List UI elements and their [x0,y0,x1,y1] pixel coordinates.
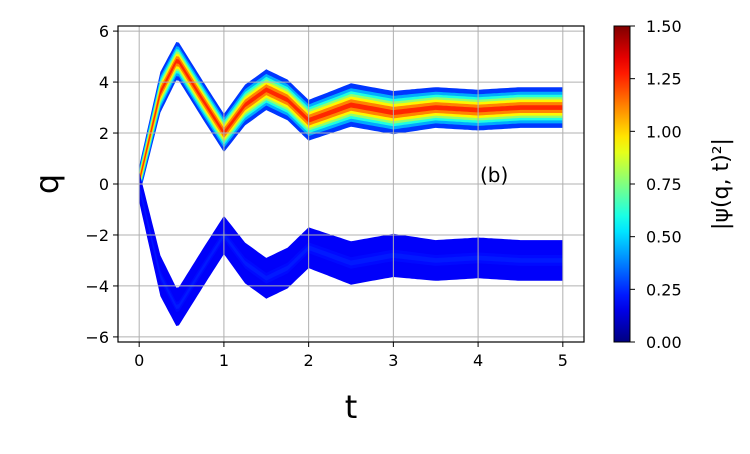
x-tick-label-5: 5 [558,351,568,370]
x-tick-label-4: 4 [473,351,483,370]
x-tick-label-2: 2 [304,351,314,370]
colorbar-tick-layer: 0.00 0.25 0.50 0.75 1.00 1.25 1.50 [630,17,682,352]
y-tick-label-6: −6 [85,328,109,347]
tick-layer: 0 1 2 3 4 5 6 4 2 0 −2 −4 −6 [85,22,568,370]
density-level-upper-1 [139,46,563,194]
grid-layer [118,26,584,342]
density-level-lower-5 [139,182,563,312]
colorbar-tick-label-6: 1.50 [646,17,682,36]
y-tick-label-3: 0 [99,175,109,194]
colorbar-tick-label-5: 1.25 [646,70,682,89]
x-tick-label-3: 3 [388,351,398,370]
y-tick-label-5: −4 [85,277,109,296]
y-axis-label: q [28,174,66,194]
colorbar-tick-label-4: 1.00 [646,122,682,141]
y-tick-label-4: −2 [85,226,109,245]
colorbar-label: |ψ(q, t)²| [709,138,734,230]
x-axis-label: t [345,388,358,426]
colorbar-tick-label-1: 0.25 [646,280,682,299]
panel-label: (b) [480,163,508,187]
colorbar-tick-label-0: 0.00 [646,333,682,352]
colorbar-tick-label-3: 0.75 [646,175,682,194]
colorbar-tick-label-2: 0.50 [646,228,682,247]
x-tick-label-0: 0 [134,351,144,370]
y-tick-label-0: 6 [99,22,109,41]
colorbar-bar [613,25,631,343]
density-level-upper-5 [139,56,563,186]
y-tick-label-1: 4 [99,73,109,92]
x-tick-label-1: 1 [219,351,229,370]
density-level-lower-1 [139,174,563,322]
y-tick-label-2: 2 [99,124,109,143]
